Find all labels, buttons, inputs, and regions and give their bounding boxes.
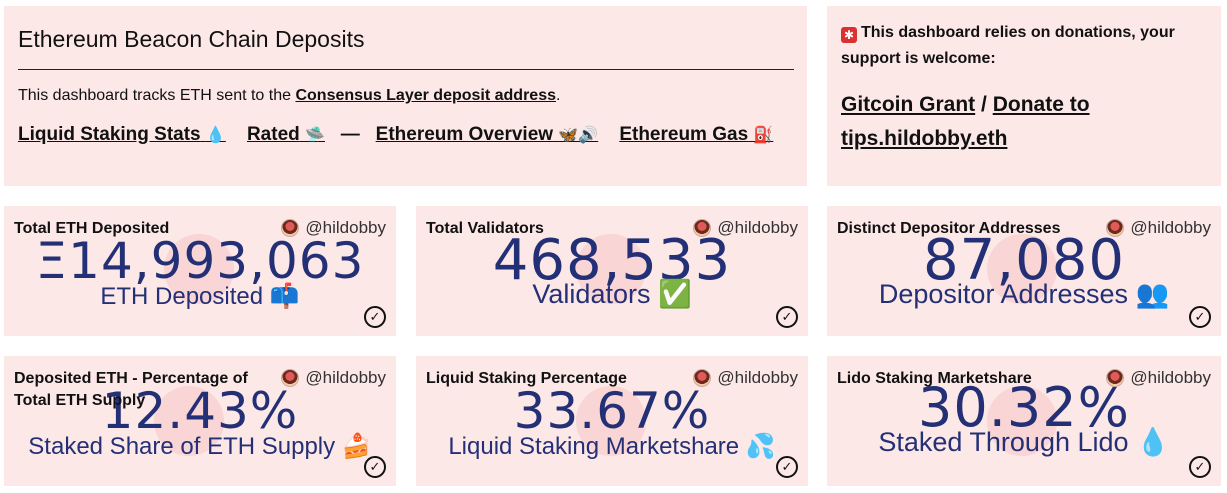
background-blob xyxy=(154,386,224,456)
background-blob xyxy=(987,386,1057,456)
stat-value: 87,080 xyxy=(923,228,1125,293)
author-badge[interactable]: @hildobby xyxy=(1106,218,1211,238)
avatar xyxy=(693,219,712,237)
background-blob xyxy=(987,234,1057,304)
background-blob xyxy=(576,234,646,304)
checkmark-circle-icon[interactable]: ✓ xyxy=(1189,456,1211,478)
stat-card-lido-staking-marketshare: Lido Staking Marketshare @hildobby 30.32… xyxy=(827,356,1221,486)
stat-card-total-validators: Total Validators @hildobby 468,533 Valid… xyxy=(416,206,808,336)
stat-title: Deposited ETH - Percentage of Total ETH … xyxy=(14,370,248,409)
siren-icon: ✱ xyxy=(841,27,857,43)
checkmark-circle-icon[interactable]: ✓ xyxy=(776,306,798,328)
author-name: @hildobby xyxy=(305,218,386,237)
author-name: @hildobby xyxy=(717,218,798,237)
stat-title: Lido Staking Marketshare xyxy=(837,370,1032,387)
ufo-icon: 🛸 xyxy=(305,127,325,144)
header-card: Ethereum Beacon Chain Deposits This dash… xyxy=(4,6,807,186)
divider xyxy=(18,69,794,70)
rated-link[interactable]: Rated 🛸 xyxy=(247,124,325,145)
description-text: This dashboard tracks ETH sent to the xyxy=(18,87,296,104)
avatar xyxy=(1106,219,1125,237)
overview-emoji-icon: 🦋🔊 xyxy=(558,127,599,144)
stat-title: Total ETH Deposited xyxy=(14,220,170,237)
stat-subtitle: Staked Share of ETH Supply 🍰 xyxy=(28,433,372,460)
ethereum-overview-link[interactable]: Ethereum Overview 🦋🔊 xyxy=(376,124,599,145)
header-links: Liquid Staking Stats 💧 Rated 🛸 — Ethereu… xyxy=(18,124,773,146)
link-label: Ethereum Overview xyxy=(375,124,554,145)
droplet-icon: 💧 xyxy=(205,127,226,144)
checkmark-circle-icon[interactable]: ✓ xyxy=(364,306,386,328)
background-blob xyxy=(164,234,234,304)
author-name: @hildobby xyxy=(1130,218,1211,237)
dashboard-description: This dashboard tracks ETH sent to the Co… xyxy=(18,87,560,105)
link-label: Liquid Staking Stats xyxy=(18,124,201,145)
avatar xyxy=(1106,369,1125,387)
avatar xyxy=(693,369,712,387)
author-badge[interactable]: @hildobby xyxy=(1106,368,1211,388)
avatar xyxy=(281,369,300,387)
author-name: @hildobby xyxy=(717,368,798,387)
stat-subtitle: ETH Deposited 📫 xyxy=(100,283,300,310)
donation-card: ✱ This dashboard relies on donations, you… xyxy=(827,6,1221,186)
stat-subtitle: Depositor Addresses 👥 xyxy=(878,279,1170,309)
link-slash: / xyxy=(975,93,993,116)
stat-card-deposited-eth-percentage: Deposited ETH - Percentage of Total ETH … xyxy=(4,356,396,486)
donation-text: This dashboard relies on donations, your… xyxy=(841,24,1175,67)
checkmark-circle-icon[interactable]: ✓ xyxy=(776,456,798,478)
liquid-staking-stats-link[interactable]: Liquid Staking Stats 💧 xyxy=(18,124,226,145)
background-blob xyxy=(576,386,646,456)
author-name: @hildobby xyxy=(1130,368,1211,387)
author-badge[interactable]: @hildobby xyxy=(693,368,798,388)
page-title: Ethereum Beacon Chain Deposits xyxy=(18,26,365,52)
avatar xyxy=(281,219,300,237)
stat-title: Total Validators xyxy=(426,220,544,237)
donation-message: ✱ This dashboard relies on donations, you… xyxy=(841,20,1211,72)
stat-subtitle: Staked Through Lido 💧 xyxy=(878,427,1170,457)
description-period: . xyxy=(556,87,561,104)
checkmark-circle-icon[interactable]: ✓ xyxy=(1189,306,1211,328)
gitcoin-grant-link[interactable]: Gitcoin Grant xyxy=(841,93,976,116)
link-label: Rated xyxy=(246,124,300,145)
stat-value: 30.32% xyxy=(918,376,1130,439)
author-badge[interactable]: @hildobby xyxy=(281,218,386,238)
stat-card-total-eth-deposited: Total ETH Deposited @hildobby Ξ14,993,06… xyxy=(4,206,396,336)
stat-card-distinct-depositor-addresses: Distinct Depositor Addresses @hildobby 8… xyxy=(827,206,1221,336)
stat-subtitle: Liquid Staking Marketshare 💦 xyxy=(448,433,776,460)
author-badge[interactable]: @hildobby xyxy=(281,368,386,388)
donate-link[interactable]: Donate to tips.hildobby.eth xyxy=(841,93,1090,150)
link-label: Ethereum Gas xyxy=(619,124,749,145)
author-badge[interactable]: @hildobby xyxy=(693,218,798,238)
link-separator: — xyxy=(340,124,360,145)
stat-value: 33.67% xyxy=(513,382,711,440)
stat-card-liquid-staking-percentage: Liquid Staking Percentage @hildobby 33.6… xyxy=(416,356,808,486)
fuel-pump-icon: ⛽ xyxy=(753,127,774,144)
stat-title: Liquid Staking Percentage xyxy=(426,370,627,387)
stat-value: 468,533 xyxy=(492,228,732,293)
checkmark-circle-icon[interactable]: ✓ xyxy=(364,456,386,478)
ethereum-gas-link[interactable]: Ethereum Gas ⛽ xyxy=(619,124,773,145)
author-name: @hildobby xyxy=(305,368,386,387)
deposit-address-link[interactable]: Consensus Layer deposit address xyxy=(295,87,556,104)
stat-value: 12.43% xyxy=(101,382,299,440)
stat-value: Ξ14,993,063 xyxy=(35,232,365,290)
stat-subtitle: Validators ✅ xyxy=(532,279,692,309)
stat-title: Distinct Depositor Addresses xyxy=(837,220,1061,237)
donation-links: Gitcoin Grant / Donate to tips.hildobby.… xyxy=(841,88,1211,156)
